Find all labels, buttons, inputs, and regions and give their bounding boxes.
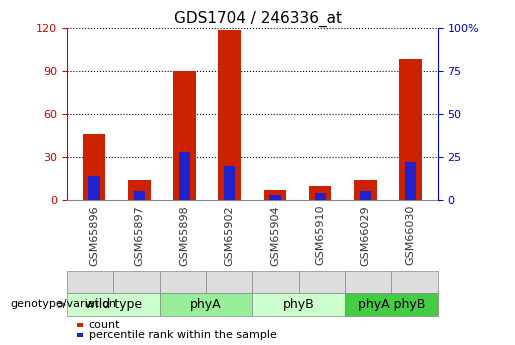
Bar [269,195,281,200]
Text: GDS1704 / 246336_at: GDS1704 / 246336_at [174,10,341,27]
Bar [128,180,150,200]
Bar [360,191,371,200]
Bar [405,162,416,200]
Bar [179,152,190,200]
Bar [315,193,326,200]
Bar [173,71,196,200]
Bar [264,190,286,200]
Text: percentile rank within the sample: percentile rank within the sample [89,331,277,340]
Bar [134,191,145,200]
Bar [224,166,235,200]
Text: genotype/variation: genotype/variation [10,299,116,309]
Bar [89,176,100,200]
Bar [354,180,376,200]
Text: phyA phyB: phyA phyB [358,298,425,311]
Text: wild type: wild type [85,298,142,311]
Bar [309,186,332,200]
Text: phyB: phyB [283,298,315,311]
Bar [218,30,241,200]
Bar [83,134,106,200]
Bar [399,59,422,200]
Text: count: count [89,320,120,330]
Text: phyA: phyA [190,298,222,311]
